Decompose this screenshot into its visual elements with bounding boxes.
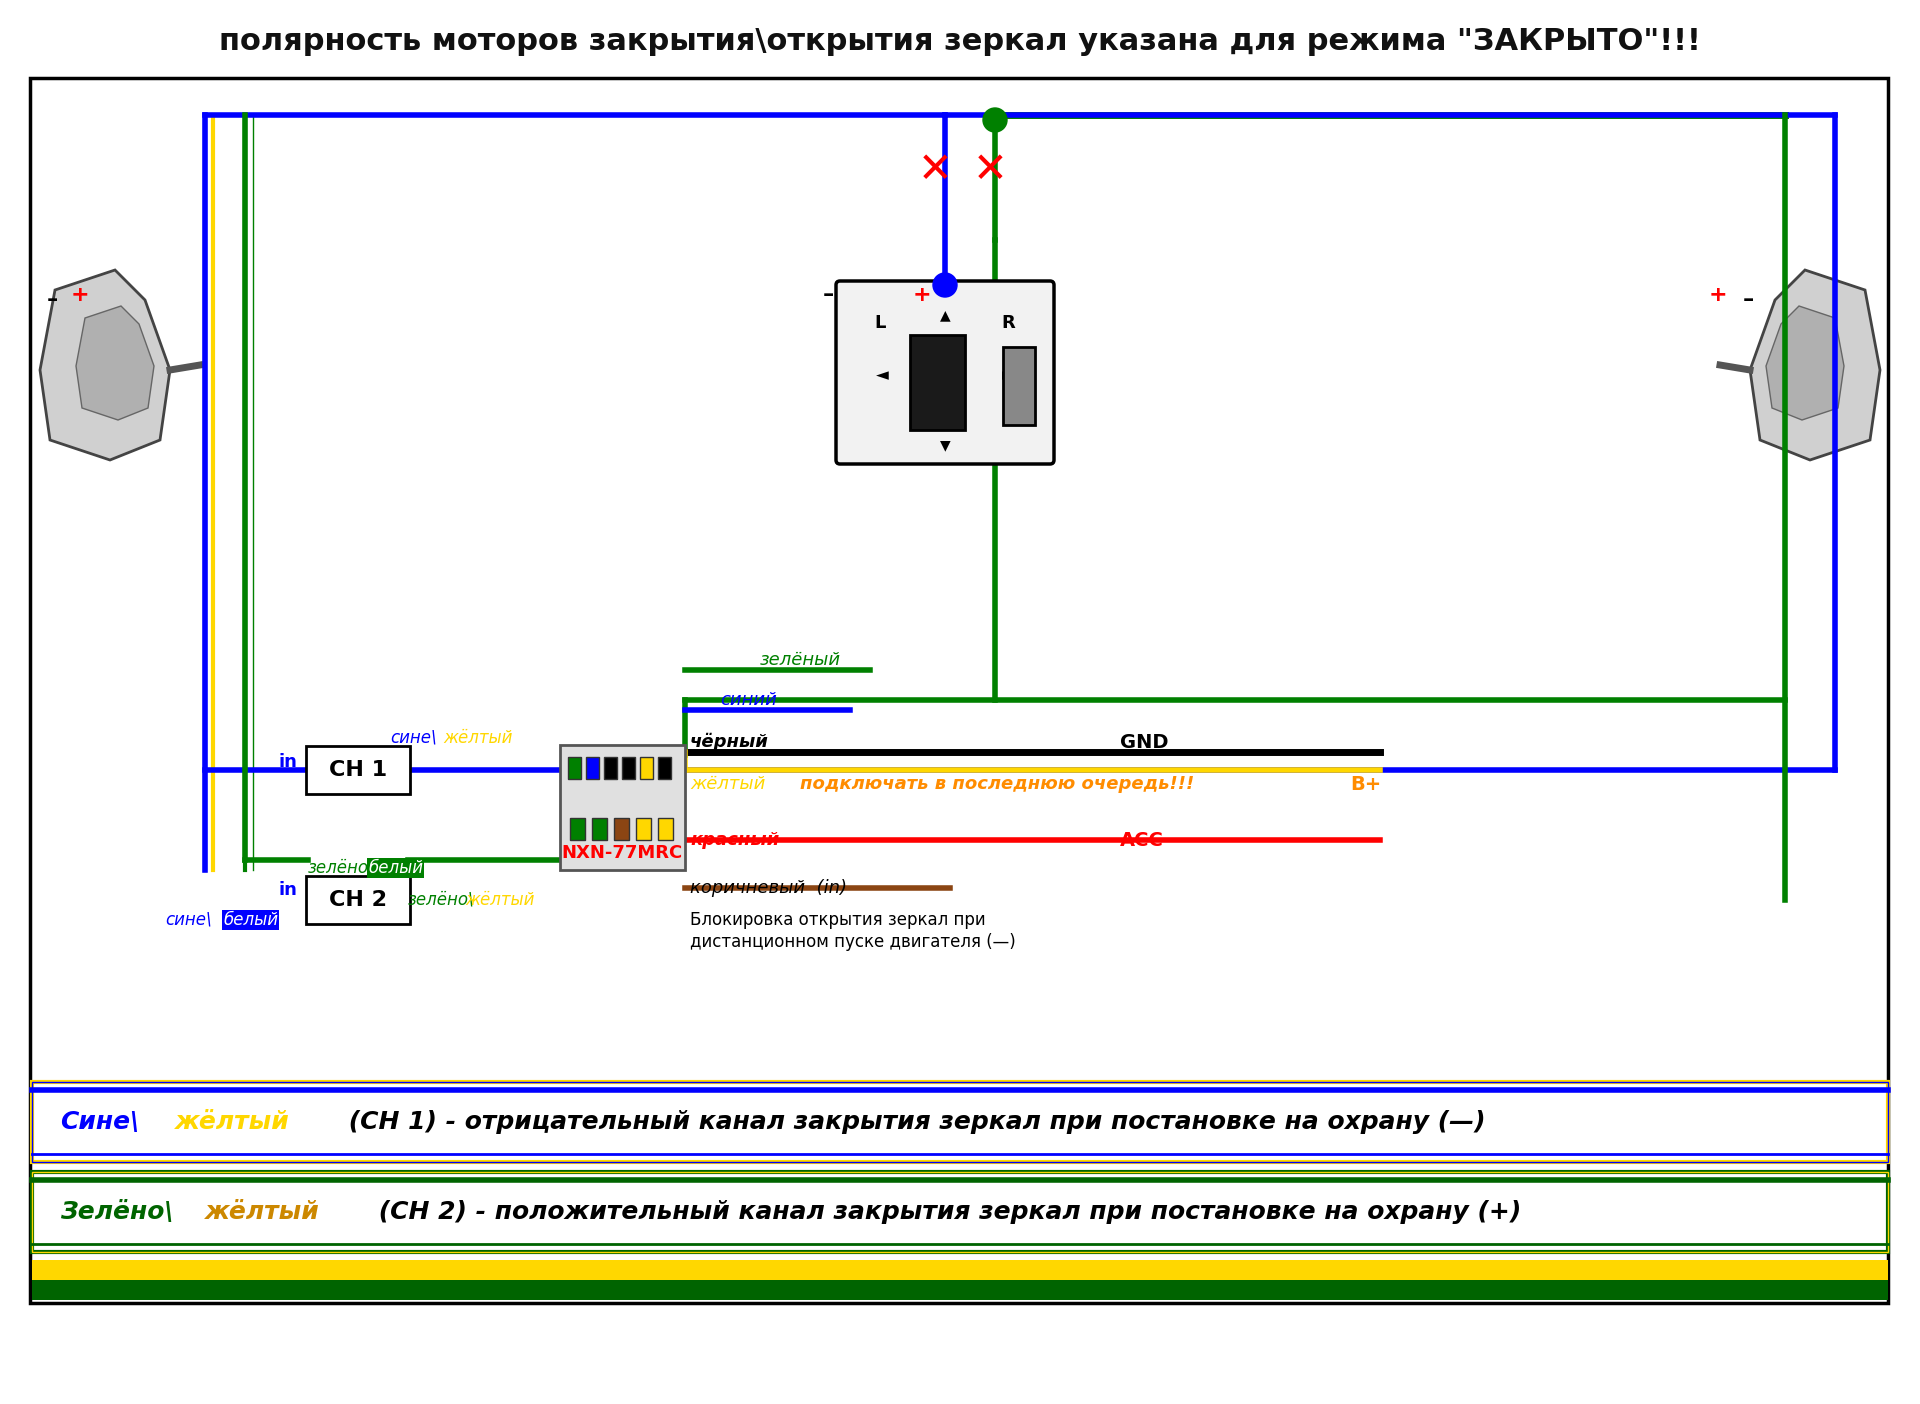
Text: ACC: ACC	[1119, 831, 1164, 849]
Text: +: +	[912, 285, 931, 305]
Text: +: +	[1709, 285, 1728, 305]
Text: полярность моторов закрытия\открытия зеркал указана для режима "ЗАКРЫТО"!!!: полярность моторов закрытия\открытия зер…	[219, 28, 1701, 56]
Circle shape	[983, 108, 1006, 132]
Bar	[636, 819, 651, 840]
Text: –: –	[46, 291, 58, 310]
Text: жёлтый: жёлтый	[444, 729, 513, 747]
Text: –: –	[822, 285, 833, 305]
Bar	[659, 819, 674, 840]
Text: синий: синий	[720, 691, 778, 709]
Bar	[605, 757, 616, 779]
Bar	[586, 757, 599, 779]
Bar	[659, 757, 670, 779]
FancyBboxPatch shape	[835, 281, 1054, 463]
Text: CH 1: CH 1	[328, 760, 388, 781]
Text: ►: ►	[1002, 366, 1014, 385]
Polygon shape	[1766, 306, 1843, 420]
Bar	[33, 1259, 1887, 1280]
Text: CH 2: CH 2	[328, 890, 388, 910]
Text: ◄: ◄	[876, 366, 889, 385]
Text: дистанционном пуске двигателя (—): дистанционном пуске двигателя (—)	[689, 934, 1016, 951]
Text: чёрный: чёрный	[689, 733, 768, 751]
Text: красный: красный	[689, 831, 780, 849]
Bar	[614, 819, 630, 840]
Text: B+: B+	[1350, 775, 1380, 793]
Text: зелёно\: зелёно\	[307, 859, 374, 878]
Bar	[33, 1280, 1887, 1300]
Bar	[568, 757, 582, 779]
Bar	[33, 1172, 1887, 1252]
Bar	[622, 757, 636, 779]
Bar	[1002, 347, 1035, 425]
Text: ▼: ▼	[939, 438, 950, 452]
FancyBboxPatch shape	[305, 876, 411, 924]
Text: ✕: ✕	[973, 149, 1008, 191]
Bar	[33, 1082, 1887, 1163]
Polygon shape	[40, 270, 171, 461]
FancyBboxPatch shape	[305, 746, 411, 795]
Polygon shape	[1749, 270, 1880, 461]
Text: жёлтый: жёлтый	[689, 775, 766, 793]
Text: NXN-77MRC: NXN-77MRC	[561, 844, 684, 862]
Text: in: in	[278, 880, 298, 899]
Text: GND: GND	[1119, 733, 1169, 751]
Text: подключать в последнюю очередь!!!: подключать в последнюю очередь!!!	[801, 775, 1194, 793]
Bar	[561, 746, 685, 870]
Text: ✕: ✕	[918, 149, 952, 191]
Text: коричневый  (in): коричневый (in)	[689, 879, 847, 897]
Text: белый: белый	[223, 911, 278, 929]
Bar	[33, 1082, 1887, 1163]
Text: Блокировка открытия зеркал при: Блокировка открытия зеркал при	[689, 911, 985, 929]
Bar	[31, 79, 1887, 1303]
Text: R: R	[1000, 314, 1016, 331]
Bar	[639, 757, 653, 779]
Circle shape	[933, 272, 956, 298]
Text: белый: белый	[369, 859, 422, 878]
Text: зелёно\: зелёно\	[407, 892, 474, 908]
Text: жёлтый: жёлтый	[175, 1111, 290, 1134]
Text: ▲: ▲	[939, 307, 950, 322]
Text: (CH 2) - положительный канал закрытия зеркал при постановке на охрану (+): (CH 2) - положительный канал закрытия зе…	[371, 1200, 1521, 1224]
Text: жёлтый: жёлтый	[465, 892, 534, 908]
Bar	[910, 336, 966, 430]
Text: жёлтый: жёлтый	[205, 1200, 321, 1224]
Text: зелёный: зелёный	[760, 651, 841, 668]
Text: L: L	[874, 314, 885, 331]
Text: сине\: сине\	[165, 911, 211, 929]
Bar	[591, 819, 607, 840]
Text: in: in	[278, 753, 298, 771]
Text: Сине\: Сине\	[60, 1111, 140, 1134]
Text: +: +	[71, 285, 90, 305]
Text: Зелёно\: Зелёно\	[60, 1200, 173, 1224]
Text: –: –	[1741, 291, 1753, 310]
Polygon shape	[77, 306, 154, 420]
Bar	[33, 1172, 1887, 1252]
Text: (CH 1) - отрицательный канал закрытия зеркал при постановке на охрану (—): (CH 1) - отрицательный канал закрытия зе…	[340, 1111, 1486, 1134]
Text: сине\: сине\	[390, 729, 436, 747]
Bar	[570, 819, 586, 840]
